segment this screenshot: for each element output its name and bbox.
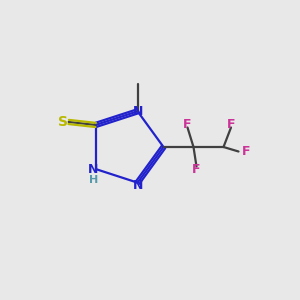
Text: F: F	[183, 118, 192, 131]
Text: N: N	[132, 105, 143, 118]
Text: F: F	[227, 118, 235, 131]
Text: H: H	[88, 176, 98, 185]
Text: S: S	[58, 115, 68, 129]
Text: N: N	[132, 178, 143, 192]
Text: F: F	[242, 145, 250, 158]
Text: N: N	[88, 163, 98, 176]
Text: F: F	[192, 163, 201, 176]
